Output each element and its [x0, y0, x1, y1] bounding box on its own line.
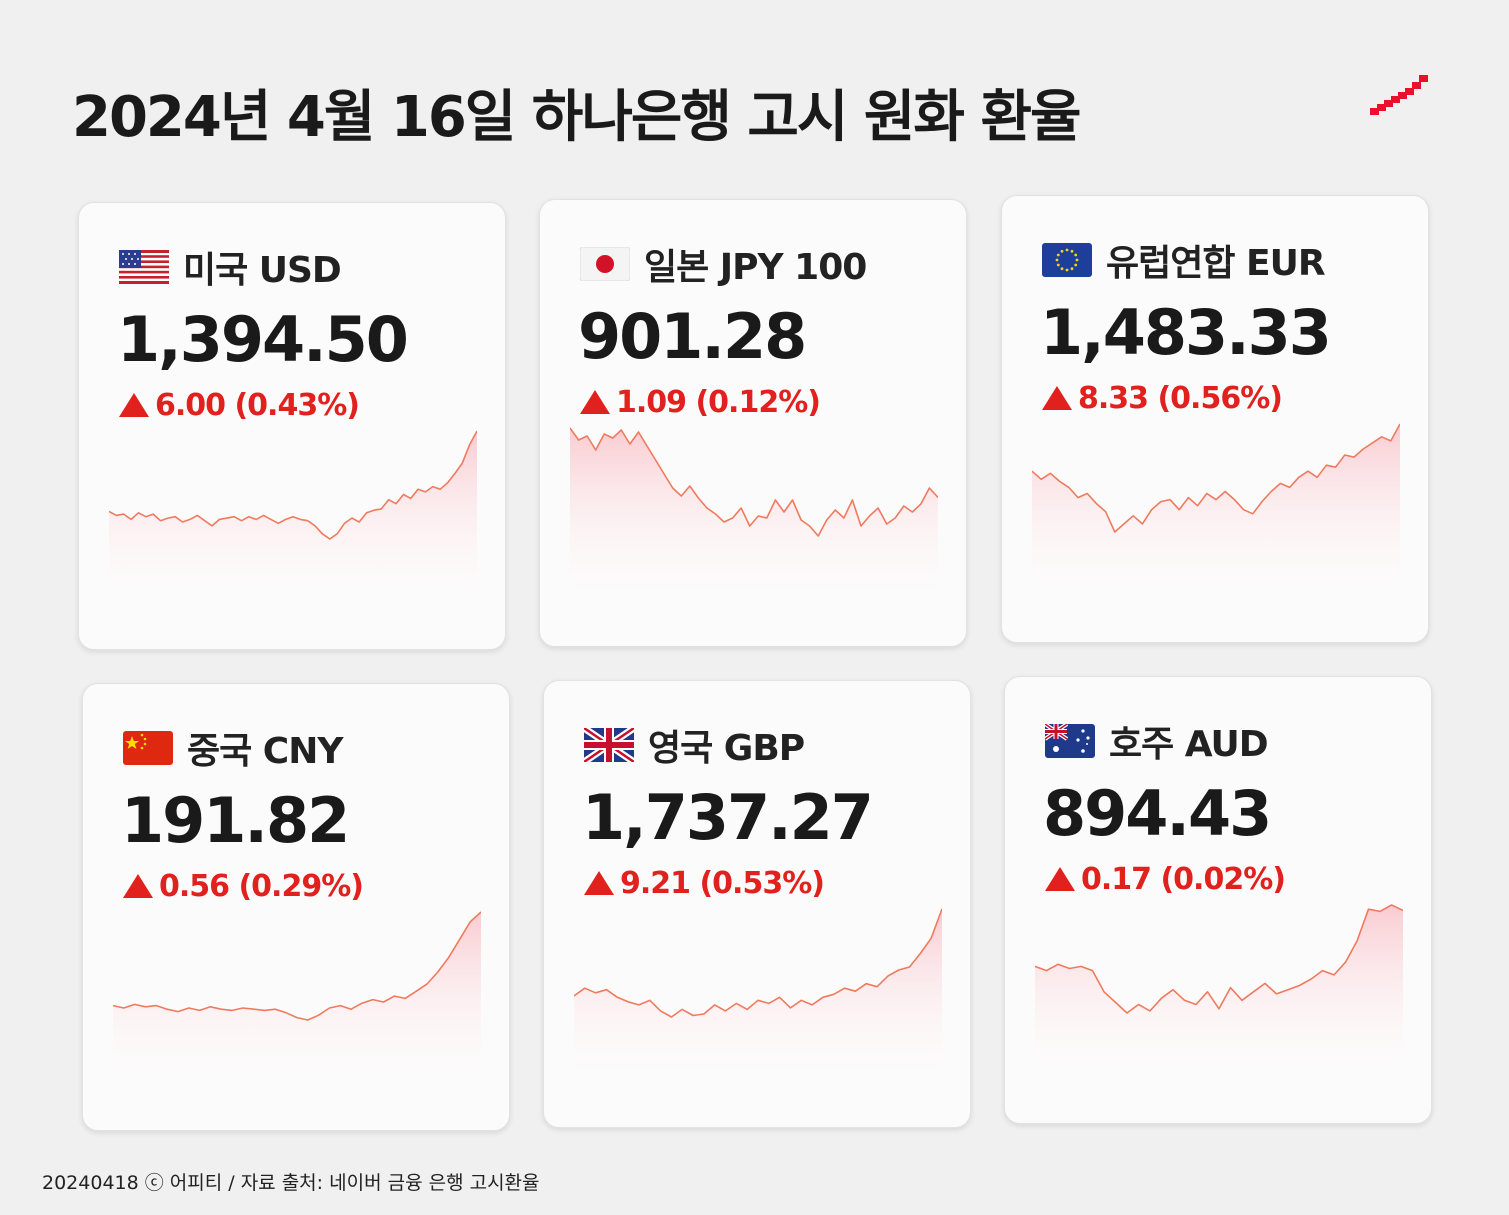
sparkline-line: [570, 427, 938, 537]
currency-name: 유럽연합 EUR: [1106, 243, 1326, 284]
rate-change-value: 8.33 (0.56%): [1078, 380, 1283, 416]
eu-flag-icon: [1042, 243, 1092, 277]
exchange-rate: 1,394.50: [117, 303, 409, 376]
card-header: 유럽연합 EUR: [1042, 238, 1326, 284]
rate-change-value: 6.00 (0.43%): [155, 387, 360, 423]
currency-name: 미국 USD: [183, 250, 342, 291]
sparkline-area: [1032, 424, 1400, 606]
card-header: 호주 AUD: [1045, 719, 1269, 765]
sparkline-line: [574, 908, 942, 1018]
up-triangle-icon: [1042, 386, 1072, 410]
currency-card-aud: 호주 AUD 894.43 0.17 (0.02%): [1004, 676, 1432, 1124]
up-triangle-icon: [580, 390, 610, 414]
currency-name: 일본 JPY 100: [644, 247, 867, 288]
sparkline-line: [109, 430, 477, 540]
sparkline-line: [113, 911, 481, 1021]
cn-flag-icon: [123, 731, 173, 765]
up-triangle-icon: [119, 393, 149, 417]
gb-flag-icon: [584, 728, 634, 762]
sparkline-area: [570, 428, 938, 610]
sparkline-chart: [1035, 904, 1403, 1087]
exchange-rate: 191.82: [121, 784, 350, 857]
sparkline-area: [113, 912, 481, 1094]
sparkline-line: [1032, 423, 1400, 533]
sparkline-area: [574, 909, 942, 1091]
currency-card-jpy: 일본 JPY 100 901.28 1.09 (0.12%): [539, 199, 967, 647]
currency-name: 호주 AUD: [1109, 724, 1269, 765]
footer-source: 20240418 ⓒ 어피티 / 자료 출처: 네이버 금융 은행 고시환율: [42, 1172, 540, 1194]
sparkline-chart: [570, 427, 938, 610]
rate-change-value: 9.21 (0.53%): [620, 865, 825, 901]
sparkline-area: [109, 431, 477, 613]
card-header: 일본 JPY 100: [580, 242, 867, 288]
rate-change: 8.33 (0.56%): [1042, 378, 1283, 418]
rate-change: 0.17 (0.02%): [1045, 859, 1286, 899]
currency-card-usd: 미국 USD 1,394.50 6.00 (0.43%): [78, 202, 506, 650]
exchange-rate: 1,483.33: [1040, 296, 1332, 369]
rate-change-value: 1.09 (0.12%): [616, 384, 821, 420]
rate-change-value: 0.56 (0.29%): [159, 868, 364, 904]
up-triangle-icon: [1045, 867, 1075, 891]
sparkline-chart: [113, 911, 481, 1094]
au-flag-icon: [1045, 724, 1095, 758]
up-triangle-icon: [584, 871, 614, 895]
sparkline-chart: [1032, 423, 1400, 606]
sparkline-chart: [574, 908, 942, 1091]
rate-change: 1.09 (0.12%): [580, 382, 821, 422]
currency-name: 영국 GBP: [648, 728, 805, 769]
rate-change-value: 0.17 (0.02%): [1081, 861, 1286, 897]
sparkline-area: [1035, 905, 1403, 1087]
us-flag-icon: [119, 250, 169, 284]
rate-change: 9.21 (0.53%): [584, 863, 825, 903]
card-header: 영국 GBP: [584, 723, 805, 769]
exchange-rate: 901.28: [578, 300, 807, 373]
page-title: 2024년 4월 16일 하나은행 고시 원화 환율: [72, 85, 1081, 150]
rate-change: 6.00 (0.43%): [119, 385, 360, 425]
currency-card-gbp: 영국 GBP 1,737.27 9.21 (0.53%): [543, 680, 971, 1128]
sparkline-chart: [109, 430, 477, 613]
currency-card-cny: 중국 CNY 191.82 0.56 (0.29%): [82, 683, 510, 1131]
exchange-rate: 894.43: [1043, 777, 1272, 850]
brand-logo-icon: [1370, 75, 1428, 115]
up-triangle-icon: [123, 874, 153, 898]
card-header: 중국 CNY: [123, 726, 343, 772]
card-header: 미국 USD: [119, 245, 342, 291]
currency-card-eur: 유럽연합 EUR 1,483.33 8.33 (0.56%): [1001, 195, 1429, 643]
exchange-rate: 1,737.27: [582, 781, 874, 854]
currency-name: 중국 CNY: [187, 731, 343, 772]
sparkline-line: [1035, 904, 1403, 1014]
rate-change: 0.56 (0.29%): [123, 866, 364, 906]
jp-flag-icon: [580, 247, 630, 281]
